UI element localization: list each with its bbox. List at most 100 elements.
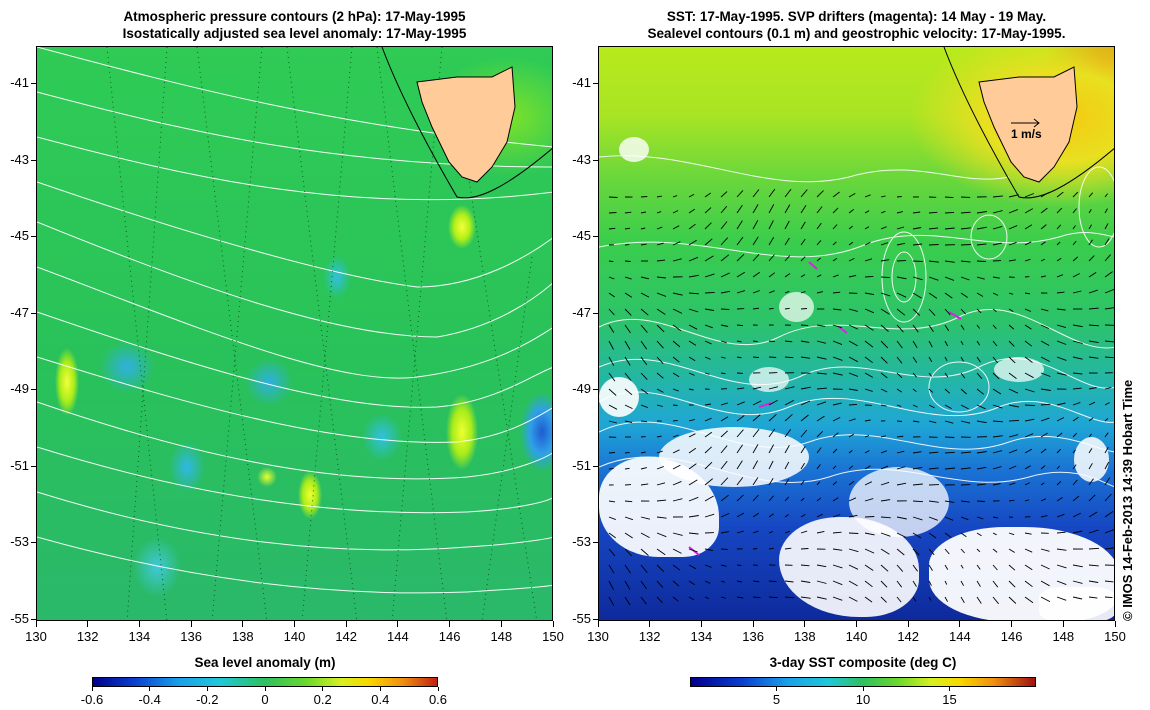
velocity-vector [1040, 498, 1047, 502]
velocity-vector [672, 532, 683, 536]
velocity-vector [752, 494, 759, 502]
velocity-vector [992, 483, 1001, 486]
velocity-vector [880, 564, 889, 572]
velocity-vector [784, 255, 791, 262]
velocity-vector [960, 356, 964, 362]
velocity-vector [800, 324, 809, 327]
velocity-vector [640, 467, 648, 470]
pressure-contour [37, 266, 552, 379]
velocity-vector [880, 435, 887, 438]
velocity-vector [1024, 388, 1035, 393]
left-x-tick-label: 140 [283, 629, 306, 644]
velocity-vector [784, 461, 790, 470]
velocity-vector [960, 372, 966, 379]
velocity-vector [688, 532, 699, 535]
velocity-vector [1072, 191, 1079, 198]
velocity-vector [1024, 404, 1035, 407]
velocity-vector [912, 532, 922, 539]
velocity-vector [624, 467, 630, 470]
velocity-vector [1088, 272, 1097, 278]
velocity-vector [1104, 386, 1112, 390]
velocity-vector [944, 308, 951, 316]
pressure-contour [37, 136, 552, 201]
velocity-vector [896, 276, 907, 280]
velocity-vector [1104, 432, 1109, 438]
velocity-vector [704, 564, 712, 568]
velocity-vector [800, 386, 811, 390]
velocity-vector [784, 273, 791, 278]
velocity-vector [704, 513, 715, 518]
velocity-vector [800, 340, 810, 343]
left-x-tick-mark [449, 621, 451, 627]
pressure-contour [37, 356, 552, 443]
velocity-vector [736, 271, 746, 278]
velocity-vector [1056, 580, 1067, 586]
geostrophic-velocity-vectors [608, 188, 1114, 606]
velocity-vector [720, 512, 730, 518]
velocity-vector [752, 340, 758, 343]
velocity-vector [960, 467, 971, 470]
velocity-vector [864, 324, 874, 331]
velocity-vector [640, 227, 646, 230]
velocity-vector [784, 478, 790, 486]
right-x-tick-label: 136 [742, 629, 764, 644]
velocity-vector [848, 209, 855, 214]
velocity-vector [1040, 340, 1050, 346]
velocity-vector [928, 211, 938, 214]
velocity-vector [624, 500, 633, 503]
velocity-vector [1104, 529, 1114, 534]
velocity-vector [1104, 493, 1112, 502]
velocity-vector [768, 444, 774, 454]
velocity-vector [928, 324, 934, 332]
velocity-vector [1040, 596, 1051, 602]
velocity-vector [816, 387, 827, 390]
velocity-vector [800, 308, 808, 310]
velocity-vector [1056, 207, 1063, 214]
velocity-vector [896, 196, 902, 198]
velocity-vector [864, 498, 874, 502]
velocity-vector [672, 324, 682, 332]
velocity-vector [768, 290, 775, 294]
velocity-vector [944, 532, 952, 538]
velocity-vector [688, 388, 694, 391]
velocity-vector [880, 226, 887, 230]
velocity-vector [608, 372, 616, 382]
velocity-vector [624, 532, 633, 539]
velocity-vector [736, 290, 746, 294]
velocity-vector [1024, 465, 1031, 470]
velocity-vector [944, 196, 954, 199]
velocity-vector [848, 241, 854, 246]
velocity-vector [1088, 547, 1100, 550]
right-x-tick-mark [907, 621, 909, 627]
velocity-vector [928, 516, 938, 521]
velocity-vector [992, 225, 1003, 230]
velocity-vector [656, 466, 664, 470]
velocity-vector [720, 494, 729, 502]
left-y-tick-mark [31, 83, 36, 84]
track [286, 47, 358, 620]
velocity-vector [976, 226, 987, 230]
velocity-vector [944, 548, 950, 555]
velocity-vector [944, 436, 955, 438]
velocity-vector [672, 195, 678, 198]
velocity-vector [672, 258, 682, 262]
left-y-tick-mark [31, 312, 36, 314]
velocity-vector [688, 274, 699, 278]
right-x-tick-label: 148 [1052, 629, 1075, 644]
velocity-vector [944, 276, 955, 281]
velocity-vector [1008, 194, 1019, 198]
velocity-vector [624, 548, 633, 557]
right-x-tick-mark [959, 621, 961, 627]
velocity-vector [880, 465, 889, 470]
velocity-vector [1008, 308, 1014, 312]
velocity-vector [896, 372, 903, 379]
velocity-vector [816, 340, 827, 344]
velocity-vector [672, 564, 681, 571]
velocity-vector [736, 324, 744, 327]
velocity-vector [928, 372, 932, 377]
velocity-vector [1056, 402, 1066, 406]
velocity-vector [896, 324, 904, 333]
velocity-vector [688, 580, 696, 586]
velocity-vector [1024, 356, 1033, 363]
velocity-vector [784, 400, 795, 406]
